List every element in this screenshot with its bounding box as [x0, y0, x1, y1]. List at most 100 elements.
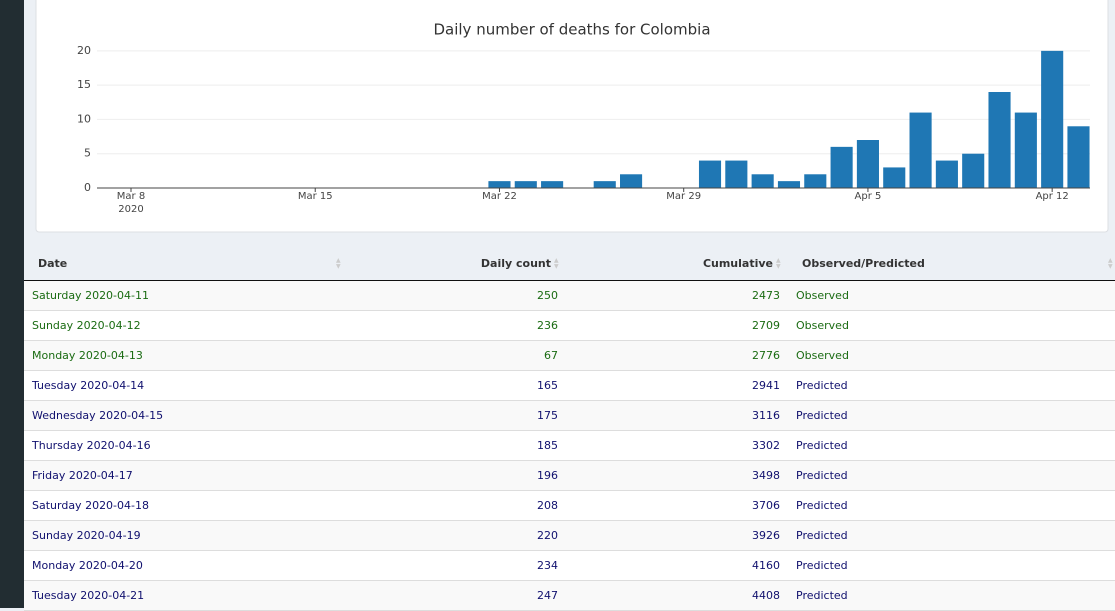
table-cell: Wednesday 2020-04-15 — [32, 409, 164, 422]
table-cell: 3302 — [752, 439, 780, 452]
bar — [777, 181, 801, 188]
x-tick-label: Mar 8 — [117, 191, 145, 202]
table-cell: Monday 2020-04-20 — [32, 559, 143, 572]
table-cell: 2941 — [752, 379, 780, 392]
table-cell: 3116 — [752, 409, 780, 422]
table-cell: 3706 — [752, 499, 780, 512]
table-cell: Thursday 2020-04-16 — [32, 439, 151, 452]
y-tick-label: 5 — [84, 147, 91, 160]
x-tick-label: Apr 12 — [1036, 191, 1069, 202]
y-tick-label: 20 — [77, 44, 91, 57]
table-cell: Observed — [796, 289, 849, 302]
table-cell: Tuesday 2020-04-14 — [32, 379, 145, 392]
table-cell: 247 — [537, 589, 558, 602]
bar — [883, 167, 906, 188]
table-cell: Observed — [796, 349, 849, 362]
sort-icon: ▲ ▼ — [336, 257, 341, 270]
table-cell: 3926 — [752, 529, 780, 542]
table-cell: Predicted — [796, 469, 848, 482]
table-row: Saturday 2020-04-11 250 2473 Observed — [24, 281, 1115, 311]
y-tick-label: 0 — [84, 181, 91, 194]
table-row: Sunday 2020-04-12 236 2709 Observed — [24, 311, 1115, 341]
bar — [830, 146, 853, 188]
table-header: Date ▲ ▼ Daily count ▲ ▼ Cumulative ▲ ▼ Observed/… — [24, 248, 1115, 281]
table-row: Friday 2020-04-17 196 3498 Predicted — [24, 461, 1115, 491]
table-cell: 2709 — [752, 319, 780, 332]
table-cell: 175 — [537, 409, 558, 422]
table-row: Tuesday 2020-04-21 247 4408 Predicted — [24, 581, 1115, 611]
bar — [988, 92, 1011, 188]
sort-icon: ▲ ▼ — [776, 257, 781, 270]
bar — [1041, 50, 1064, 188]
x-tick-label: Mar 22 — [482, 191, 517, 202]
chart-title: Daily number of deaths for Colombia — [433, 21, 710, 39]
bar — [909, 112, 932, 188]
table-cell: 250 — [537, 289, 558, 302]
x-tick-year: 2020 — [118, 204, 143, 215]
table-row: Monday 2020-04-20 234 4160 Predicted — [24, 551, 1115, 581]
bar — [488, 181, 511, 188]
table: Date ▲ ▼ Daily count ▲ ▼ Cumulative ▲ ▼ Observed/… — [24, 248, 1115, 611]
table-cell: Sunday 2020-04-19 — [32, 529, 141, 542]
table-cell: 236 — [537, 319, 558, 332]
table-cell: 208 — [537, 499, 558, 512]
table-cell: Saturday 2020-04-11 — [32, 289, 149, 302]
table-cell: 67 — [544, 349, 558, 362]
bar — [962, 153, 985, 188]
sidebar — [0, 0, 24, 608]
table-cell: Monday 2020-04-13 — [32, 349, 143, 362]
table-cell: 4408 — [752, 589, 780, 602]
bar — [856, 140, 879, 188]
x-tick-label: Mar 29 — [666, 191, 701, 202]
table-row: Sunday 2020-04-19 220 3926 Predicted — [24, 521, 1115, 551]
table-cell: Predicted — [796, 379, 848, 392]
table-cell: Predicted — [796, 499, 848, 512]
table-row: Saturday 2020-04-18 208 3706 Predicted — [24, 491, 1115, 521]
column-header[interactable]: Observed/Predicted — [802, 257, 925, 270]
sort-icon: ▲ ▼ — [554, 257, 559, 270]
table-row: Thursday 2020-04-16 185 3302 Predicted — [24, 431, 1115, 461]
table-row: Monday 2020-04-13 67 2776 Observed — [24, 341, 1115, 371]
bar — [804, 174, 827, 188]
bar — [698, 160, 722, 188]
table-cell: 185 — [537, 439, 558, 452]
table-cell: Predicted — [796, 439, 848, 452]
x-tick-label: Apr 5 — [855, 191, 882, 202]
bar — [751, 174, 774, 188]
x-tick-label: Mar 15 — [298, 191, 333, 202]
table-cell: Sunday 2020-04-12 — [32, 319, 141, 332]
y-tick-label: 15 — [77, 78, 91, 91]
table-cell: 2473 — [752, 289, 780, 302]
table-cell: 220 — [537, 529, 558, 542]
bar — [541, 181, 564, 188]
bar — [725, 160, 748, 188]
table-cell: 2776 — [752, 349, 780, 362]
table-cell: Observed — [796, 319, 849, 332]
sort-icon: ▲ ▼ — [1108, 257, 1113, 270]
chart: Daily number of deaths for Colombia 0 5 10… — [35, 0, 1109, 233]
column-header[interactable]: Cumulative — [702, 257, 773, 270]
table-cell: 234 — [537, 559, 558, 572]
table-cell: Predicted — [796, 409, 848, 422]
bar — [620, 174, 643, 188]
table-row: Tuesday 2020-04-14 165 2941 Predicted — [24, 371, 1115, 401]
table-row: Wednesday 2020-04-15 175 3116 Predicted — [24, 401, 1115, 431]
table-cell: Friday 2020-04-17 — [32, 469, 133, 482]
bar — [1014, 112, 1037, 188]
column-header[interactable]: Date — [38, 257, 68, 270]
column-header[interactable]: Daily count — [480, 257, 551, 270]
table-cell: 196 — [537, 469, 558, 482]
table-cell: 4160 — [752, 559, 780, 572]
table-cell: Predicted — [796, 589, 848, 602]
bar — [593, 181, 616, 188]
y-tick-label: 10 — [77, 112, 91, 125]
bar — [514, 181, 537, 188]
table-cell: 3498 — [752, 469, 780, 482]
table-cell: Predicted — [796, 529, 848, 542]
bar — [1067, 126, 1090, 188]
bar — [935, 160, 958, 188]
table-cell: 165 — [537, 379, 558, 392]
table-cell: Saturday 2020-04-18 — [32, 499, 149, 512]
table-cell: Tuesday 2020-04-21 — [32, 589, 145, 602]
